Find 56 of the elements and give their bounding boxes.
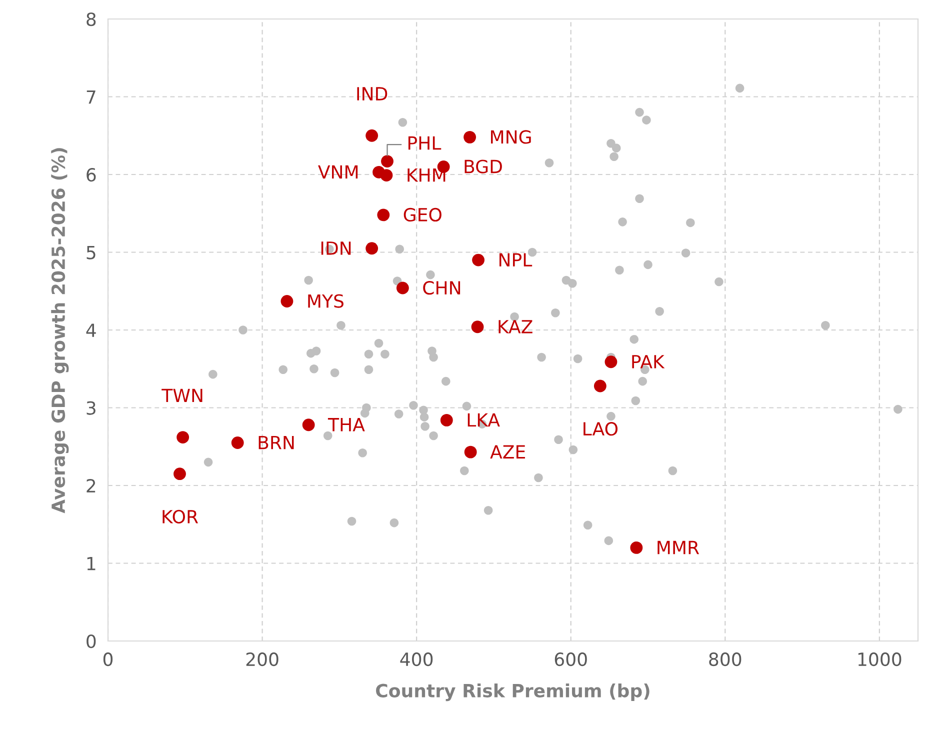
point xyxy=(472,254,484,266)
point xyxy=(440,414,453,426)
point xyxy=(366,129,378,142)
annotation: THA xyxy=(328,418,365,432)
annotation: MYS xyxy=(308,294,344,308)
y-tick-label: 8 xyxy=(86,12,96,26)
annotation: PHL xyxy=(408,136,442,150)
point xyxy=(176,431,190,444)
point xyxy=(594,380,606,392)
y-tick-label: 2 xyxy=(86,478,96,492)
x-axis-title: Country Risk Premium (bp) xyxy=(376,683,650,702)
annotation: KOR xyxy=(162,510,198,524)
annotation: AZE xyxy=(490,445,525,458)
annotation: NPL xyxy=(500,253,532,266)
point xyxy=(174,468,186,480)
point xyxy=(280,295,294,308)
x-tick-label: 0 xyxy=(103,652,113,666)
y-tick-label: 5 xyxy=(86,246,96,260)
y-tick-label: 4 xyxy=(86,324,96,337)
x-tick-label: 1000 xyxy=(858,652,902,666)
y-tick-label: 6 xyxy=(86,168,96,182)
annotation: KAZ xyxy=(498,320,532,334)
y-tick-label: 3 xyxy=(86,401,96,415)
annotation: MMR xyxy=(658,540,700,554)
point xyxy=(396,282,409,294)
annotation: TWN xyxy=(162,388,202,402)
point xyxy=(630,541,643,554)
point xyxy=(464,446,477,458)
x-tick-label: 400 xyxy=(400,652,433,666)
x-tick-label: 800 xyxy=(709,652,742,666)
point xyxy=(604,356,618,368)
y-axis-title: Average GDP growth 2025-2026 (%) xyxy=(51,148,69,514)
point xyxy=(380,169,393,182)
point xyxy=(231,436,244,449)
annotation: BRN xyxy=(258,436,294,450)
annotation: GEO xyxy=(404,208,442,222)
point xyxy=(302,418,315,432)
annotation: PAK xyxy=(632,355,665,368)
point xyxy=(377,208,390,222)
point xyxy=(366,242,378,255)
annotation: BGD xyxy=(464,160,502,174)
point xyxy=(471,320,484,334)
y-tick-label: 7 xyxy=(86,90,96,104)
annotation: IDN xyxy=(321,242,351,255)
x-tick-label: 600 xyxy=(554,652,587,666)
annotation: CHN xyxy=(423,280,460,295)
y-tick-label: 1 xyxy=(87,556,96,570)
x-tick-label: 200 xyxy=(246,652,278,666)
annotation: LKA xyxy=(468,413,500,427)
point xyxy=(381,155,394,168)
annotation: LAO xyxy=(584,422,618,436)
annotation: IND xyxy=(357,87,388,100)
y-tick-label: 0 xyxy=(86,634,96,648)
annotation: MNG xyxy=(491,130,531,144)
annotation: VNM xyxy=(318,165,358,179)
point xyxy=(464,130,476,144)
